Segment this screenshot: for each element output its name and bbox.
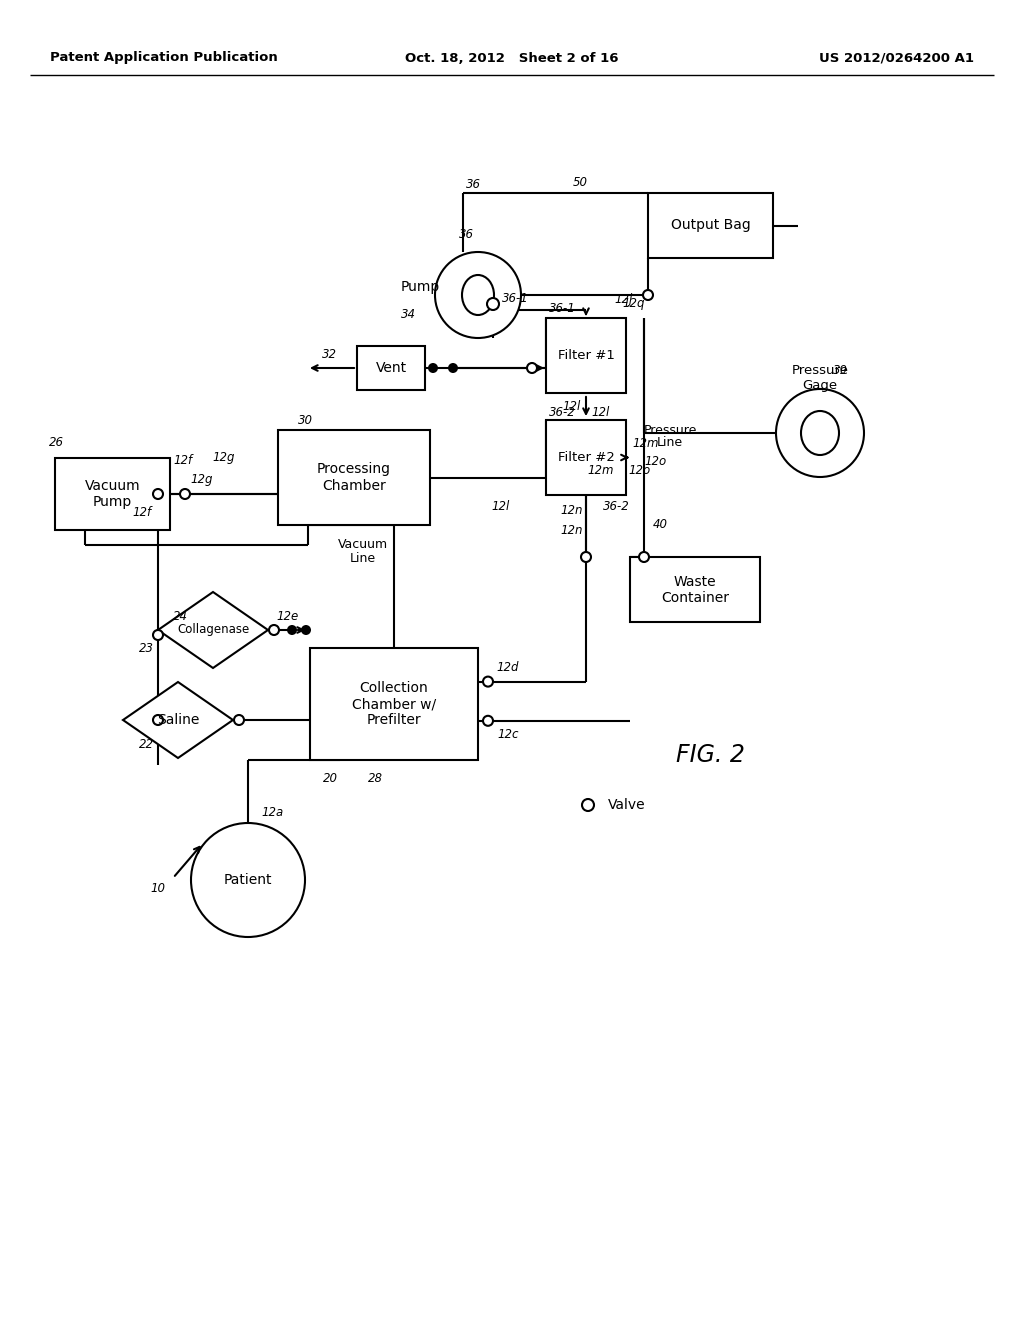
Text: Prefilter: Prefilter bbox=[367, 713, 421, 727]
Circle shape bbox=[527, 363, 537, 374]
Text: 12g: 12g bbox=[213, 451, 236, 465]
Text: Collection: Collection bbox=[359, 681, 428, 696]
Text: 12o: 12o bbox=[629, 463, 651, 477]
Text: 39: 39 bbox=[833, 363, 848, 376]
FancyBboxPatch shape bbox=[310, 648, 478, 760]
Text: 20: 20 bbox=[323, 771, 338, 784]
Circle shape bbox=[153, 715, 163, 725]
Text: 12l: 12l bbox=[592, 407, 610, 420]
Circle shape bbox=[269, 624, 279, 635]
Text: Filter #2: Filter #2 bbox=[557, 451, 614, 465]
Text: 24: 24 bbox=[172, 610, 187, 623]
Text: Pressure: Pressure bbox=[643, 424, 696, 437]
Text: 36-1: 36-1 bbox=[549, 301, 575, 314]
Text: Container: Container bbox=[662, 590, 729, 605]
Text: FIG. 2: FIG. 2 bbox=[676, 743, 744, 767]
FancyBboxPatch shape bbox=[357, 346, 425, 389]
Circle shape bbox=[639, 552, 649, 562]
Text: 12f: 12f bbox=[132, 506, 152, 519]
Text: 36-2: 36-2 bbox=[549, 405, 575, 418]
Text: Vacuum: Vacuum bbox=[338, 539, 388, 552]
Circle shape bbox=[483, 677, 493, 686]
Text: 50: 50 bbox=[572, 177, 588, 190]
Text: 28: 28 bbox=[368, 771, 383, 784]
Circle shape bbox=[582, 799, 594, 810]
Text: Vacuum: Vacuum bbox=[85, 479, 140, 492]
Text: 26: 26 bbox=[48, 436, 63, 449]
Text: 12d: 12d bbox=[497, 661, 519, 675]
Text: Patient: Patient bbox=[224, 873, 272, 887]
Text: 12o: 12o bbox=[645, 455, 667, 469]
Text: Chamber: Chamber bbox=[323, 479, 386, 492]
Circle shape bbox=[234, 715, 244, 725]
Text: Valve: Valve bbox=[608, 799, 645, 812]
FancyBboxPatch shape bbox=[55, 458, 170, 531]
Text: Vent: Vent bbox=[376, 360, 407, 375]
Text: 36: 36 bbox=[466, 178, 480, 191]
Circle shape bbox=[449, 363, 458, 374]
Text: 12q: 12q bbox=[623, 297, 645, 310]
FancyBboxPatch shape bbox=[546, 420, 626, 495]
Text: Output Bag: Output Bag bbox=[671, 219, 751, 232]
Text: 30: 30 bbox=[298, 413, 312, 426]
Text: 22: 22 bbox=[138, 738, 154, 751]
FancyBboxPatch shape bbox=[278, 430, 430, 525]
Text: Pressure: Pressure bbox=[792, 364, 849, 378]
Text: Waste: Waste bbox=[674, 574, 717, 589]
Text: Processing: Processing bbox=[317, 462, 391, 477]
Text: 40: 40 bbox=[652, 519, 668, 532]
Ellipse shape bbox=[801, 411, 839, 455]
Text: 12c: 12c bbox=[498, 729, 519, 742]
Text: Line: Line bbox=[350, 553, 376, 565]
Text: 36-2: 36-2 bbox=[603, 500, 630, 513]
Text: 12g: 12g bbox=[190, 474, 213, 487]
Circle shape bbox=[483, 715, 493, 726]
Circle shape bbox=[191, 822, 305, 937]
Text: Chamber w/: Chamber w/ bbox=[352, 697, 436, 711]
FancyBboxPatch shape bbox=[648, 193, 773, 257]
Circle shape bbox=[428, 363, 438, 374]
Text: 12l: 12l bbox=[563, 400, 582, 413]
Polygon shape bbox=[123, 682, 233, 758]
Text: Saline: Saline bbox=[157, 713, 200, 727]
Circle shape bbox=[776, 389, 864, 477]
Text: Line: Line bbox=[657, 437, 683, 450]
Ellipse shape bbox=[462, 275, 494, 315]
Circle shape bbox=[301, 624, 311, 635]
Text: Oct. 18, 2012   Sheet 2 of 16: Oct. 18, 2012 Sheet 2 of 16 bbox=[406, 51, 618, 65]
Text: 23: 23 bbox=[138, 642, 154, 655]
Circle shape bbox=[180, 488, 190, 499]
Text: US 2012/0264200 A1: US 2012/0264200 A1 bbox=[819, 51, 974, 65]
Text: 12l: 12l bbox=[492, 500, 510, 513]
Text: 36-1: 36-1 bbox=[502, 292, 528, 305]
Text: 12j: 12j bbox=[614, 293, 633, 306]
Circle shape bbox=[643, 290, 653, 300]
Text: 36: 36 bbox=[459, 228, 473, 242]
Circle shape bbox=[153, 488, 163, 499]
Text: 12n: 12n bbox=[561, 503, 584, 516]
FancyBboxPatch shape bbox=[546, 318, 626, 393]
Text: 32: 32 bbox=[322, 347, 337, 360]
Circle shape bbox=[435, 252, 521, 338]
Text: Pump: Pump bbox=[400, 280, 439, 294]
Text: 12e: 12e bbox=[276, 610, 299, 623]
Text: 12m: 12m bbox=[588, 463, 614, 477]
FancyBboxPatch shape bbox=[630, 557, 760, 622]
Text: 12a: 12a bbox=[262, 807, 284, 820]
Text: 12f: 12f bbox=[173, 454, 193, 466]
Circle shape bbox=[153, 630, 163, 640]
Text: 10: 10 bbox=[151, 882, 166, 895]
Text: Patent Application Publication: Patent Application Publication bbox=[50, 51, 278, 65]
Text: 34: 34 bbox=[400, 309, 416, 322]
Polygon shape bbox=[158, 591, 268, 668]
Text: Gage: Gage bbox=[803, 379, 838, 392]
Circle shape bbox=[487, 298, 499, 310]
Circle shape bbox=[287, 624, 297, 635]
Text: 12n: 12n bbox=[561, 524, 584, 537]
Text: Pump: Pump bbox=[93, 495, 132, 510]
Circle shape bbox=[581, 552, 591, 562]
Text: Filter #1: Filter #1 bbox=[557, 348, 614, 362]
Text: Collagenase: Collagenase bbox=[177, 623, 249, 636]
Text: 12m: 12m bbox=[633, 437, 659, 450]
